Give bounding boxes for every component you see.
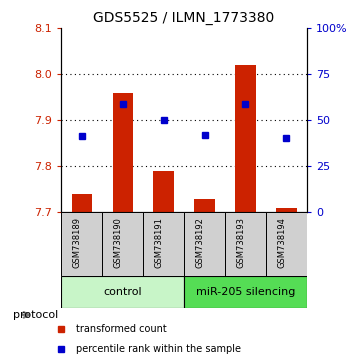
Bar bbox=[61, 212, 102, 276]
Text: transformed count: transformed count bbox=[76, 324, 166, 334]
Text: miR-205 silencing: miR-205 silencing bbox=[196, 287, 295, 297]
Text: GSM738194: GSM738194 bbox=[277, 217, 286, 268]
Bar bbox=[235, 65, 256, 212]
Bar bbox=[61, 276, 184, 308]
Bar bbox=[113, 93, 133, 212]
Text: control: control bbox=[104, 287, 142, 297]
Bar bbox=[194, 199, 215, 212]
Bar bbox=[102, 212, 143, 276]
Title: GDS5525 / ILMN_1773380: GDS5525 / ILMN_1773380 bbox=[93, 11, 275, 24]
Bar bbox=[184, 212, 225, 276]
Text: GSM738193: GSM738193 bbox=[236, 217, 245, 268]
Text: GSM738191: GSM738191 bbox=[155, 217, 164, 268]
Bar bbox=[71, 194, 92, 212]
Text: protocol: protocol bbox=[13, 310, 58, 320]
Bar bbox=[225, 212, 266, 276]
Text: percentile rank within the sample: percentile rank within the sample bbox=[76, 344, 241, 354]
Bar bbox=[276, 208, 297, 212]
Text: GSM738190: GSM738190 bbox=[114, 217, 123, 268]
Text: GSM738192: GSM738192 bbox=[196, 217, 205, 268]
Bar bbox=[184, 276, 307, 308]
Bar bbox=[143, 212, 184, 276]
Text: GSM738189: GSM738189 bbox=[73, 217, 82, 268]
Bar bbox=[153, 171, 174, 212]
Bar bbox=[266, 212, 307, 276]
